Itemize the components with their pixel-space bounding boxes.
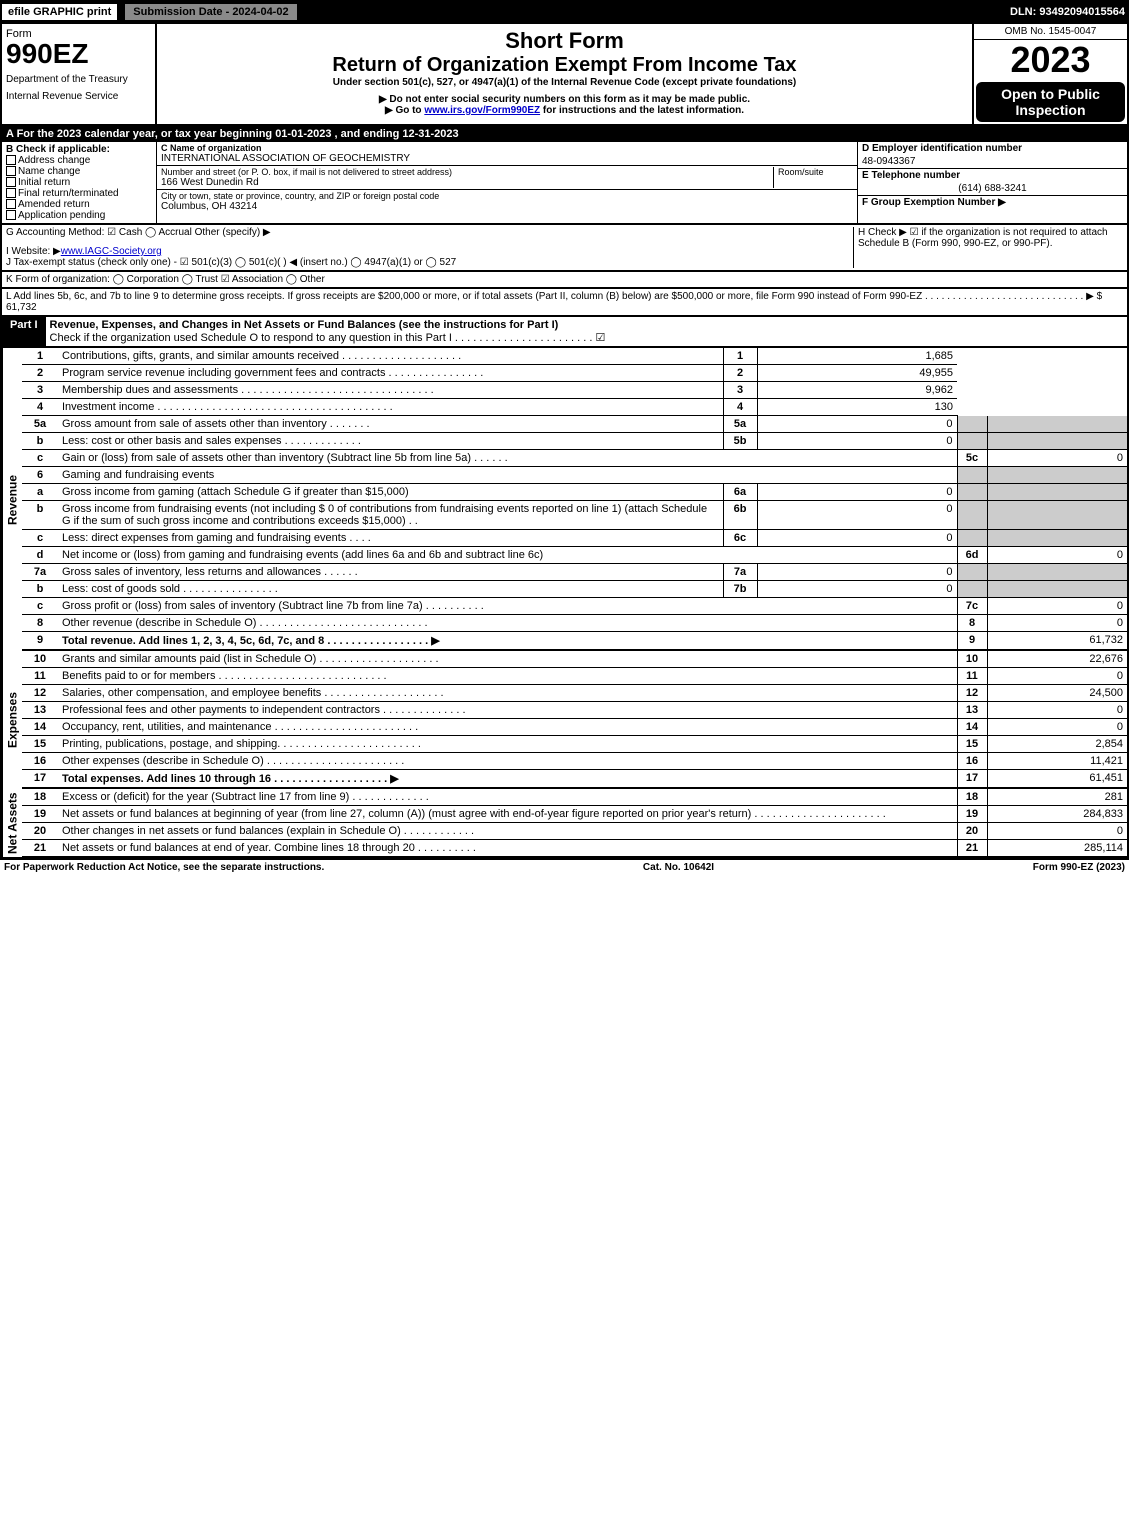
e-label: E Telephone number bbox=[858, 169, 1127, 182]
ein-phone-block: D Employer identification number 48-0943… bbox=[857, 142, 1127, 223]
line-15: 15Printing, publications, postage, and s… bbox=[22, 736, 1127, 753]
line-5c: cGain or (loss) from sale of assets othe… bbox=[22, 450, 1127, 467]
irs-link[interactable]: www.irs.gov/Form990EZ bbox=[424, 105, 540, 116]
expenses-tab: Expenses bbox=[2, 651, 22, 789]
line-16: 16Other expenses (describe in Schedule O… bbox=[22, 753, 1127, 770]
year-block: OMB No. 1545-0047 2023 Open to Public In… bbox=[972, 24, 1127, 124]
page-footer: For Paperwork Reduction Act Notice, see … bbox=[0, 859, 1129, 875]
net-assets-tab: Net Assets bbox=[2, 789, 22, 857]
ein: 48-0943367 bbox=[858, 155, 1127, 169]
part-i-tag: Part I bbox=[2, 317, 46, 346]
line-5b: bLess: cost or other basis and sales exp… bbox=[22, 433, 1127, 450]
return-title: Return of Organization Exempt From Incom… bbox=[163, 54, 966, 77]
line-6a: aGross income from gaming (attach Schedu… bbox=[22, 484, 1127, 501]
expenses-section: Expenses 10Grants and similar amounts pa… bbox=[0, 651, 1129, 789]
line-20: 20Other changes in net assets or fund ba… bbox=[22, 823, 1127, 840]
open-inspection: Open to Public Inspection bbox=[976, 82, 1125, 122]
short-form-title: Short Form bbox=[163, 28, 966, 54]
line-12: 12Salaries, other compensation, and empl… bbox=[22, 685, 1127, 702]
line-7a: 7aGross sales of inventory, less returns… bbox=[22, 564, 1127, 581]
top-bar: efile GRAPHIC print Submission Date - 20… bbox=[0, 0, 1129, 24]
line-19: 19Net assets or fund balances at beginni… bbox=[22, 806, 1127, 823]
line-8: 8Other revenue (describe in Schedule O) … bbox=[22, 615, 1127, 632]
irs: Internal Revenue Service bbox=[6, 91, 151, 102]
line-11: 11Benefits paid to or for members . . . … bbox=[22, 668, 1127, 685]
accounting-method: G Accounting Method: ☑ Cash ◯ Accrual Ot… bbox=[6, 227, 853, 238]
line-21: 21Net assets or fund balances at end of … bbox=[22, 840, 1127, 857]
form-number: 990EZ bbox=[6, 40, 151, 68]
omb-number: OMB No. 1545-0047 bbox=[974, 24, 1127, 40]
city-state-zip: Columbus, OH 43214 bbox=[161, 201, 853, 212]
submission-date: Submission Date - 2024-04-02 bbox=[123, 2, 298, 22]
row-k: K Form of organization: ◯ Corporation ◯ … bbox=[0, 272, 1129, 289]
line-17: 17Total expenses. Add lines 10 through 1… bbox=[22, 770, 1127, 789]
section-b-c-d-e-f: B Check if applicable: Address change Na… bbox=[0, 142, 1129, 225]
part-i-header: Part I Revenue, Expenses, and Changes in… bbox=[0, 317, 1129, 348]
line-18: 18Excess or (deficit) for the year (Subt… bbox=[22, 789, 1127, 806]
ssn-note: ▶ Do not enter social security numbers o… bbox=[163, 94, 966, 105]
opt-application-pending[interactable]: Application pending bbox=[6, 210, 152, 221]
f-label: F Group Exemption Number ▶ bbox=[858, 196, 1127, 209]
line-7c: cGross profit or (loss) from sales of in… bbox=[22, 598, 1127, 615]
room-suite: Room/suite bbox=[773, 167, 853, 188]
line-2: 2Program service revenue including gover… bbox=[22, 365, 1127, 382]
opt-name-change[interactable]: Name change bbox=[6, 166, 152, 177]
subtitle: Under section 501(c), 527, or 4947(a)(1)… bbox=[163, 77, 966, 88]
row-a-calendar: A For the 2023 calendar year, or tax yea… bbox=[0, 126, 1129, 142]
efile-print[interactable]: efile GRAPHIC print bbox=[0, 2, 119, 22]
line-5a: 5aGross amount from sale of assets other… bbox=[22, 416, 1127, 433]
b-label: B Check if applicable: bbox=[6, 144, 152, 155]
paperwork-notice: For Paperwork Reduction Act Notice, see … bbox=[4, 862, 324, 873]
line-1: 1Contributions, gifts, grants, and simil… bbox=[22, 348, 1127, 365]
part-i-title: Revenue, Expenses, and Changes in Net As… bbox=[46, 317, 610, 346]
line-9: 9Total revenue. Add lines 1, 2, 3, 4, 5c… bbox=[22, 632, 1127, 651]
website-link[interactable]: www.IAGC-Society.org bbox=[61, 246, 162, 257]
opt-address-change[interactable]: Address change bbox=[6, 155, 152, 166]
addr-label: Number and street (or P. O. box, if mail… bbox=[161, 167, 773, 177]
section-g-h-i-j: G Accounting Method: ☑ Cash ◯ Accrual Ot… bbox=[0, 225, 1129, 272]
goto-note: ▶ Go to www.irs.gov/Form990EZ for instru… bbox=[163, 105, 966, 116]
tax-year: 2023 bbox=[974, 40, 1127, 80]
cat-no: Cat. No. 10642I bbox=[324, 862, 1032, 873]
dept-treasury: Department of the Treasury bbox=[6, 74, 151, 85]
street-address: 166 West Dunedin Rd bbox=[161, 177, 773, 188]
form-ref: Form 990-EZ (2023) bbox=[1033, 862, 1125, 873]
line-14: 14Occupancy, rent, utilities, and mainte… bbox=[22, 719, 1127, 736]
website-line: I Website: ▶www.IAGC-Society.org bbox=[6, 246, 853, 257]
line-10: 10Grants and similar amounts paid (list … bbox=[22, 651, 1127, 668]
form-id-block: Form 990EZ Department of the Treasury In… bbox=[2, 24, 157, 124]
telephone: (614) 688-3241 bbox=[858, 182, 1127, 196]
schedule-b-check: H Check ▶ ☑ if the organization is not r… bbox=[853, 227, 1123, 268]
line-6d: dNet income or (loss) from gaming and fu… bbox=[22, 547, 1127, 564]
line-6: 6Gaming and fundraising events bbox=[22, 467, 1127, 484]
net-assets-section: Net Assets 18Excess or (deficit) for the… bbox=[0, 789, 1129, 859]
revenue-section: Revenue 1Contributions, gifts, grants, a… bbox=[0, 348, 1129, 651]
row-l: L Add lines 5b, 6c, and 7b to line 9 to … bbox=[0, 289, 1129, 317]
form-header: Form 990EZ Department of the Treasury In… bbox=[0, 24, 1129, 126]
line-6c: cLess: direct expenses from gaming and f… bbox=[22, 530, 1127, 547]
org-name: INTERNATIONAL ASSOCIATION OF GEOCHEMISTR… bbox=[161, 153, 853, 164]
form-title-block: Short Form Return of Organization Exempt… bbox=[157, 24, 972, 124]
revenue-tab: Revenue bbox=[2, 348, 22, 651]
d-label: D Employer identification number bbox=[858, 142, 1127, 155]
opt-initial-return[interactable]: Initial return bbox=[6, 177, 152, 188]
line-3: 3Membership dues and assessments . . . .… bbox=[22, 382, 1127, 399]
tax-exempt-status: J Tax-exempt status (check only one) - ☑… bbox=[6, 257, 853, 268]
opt-final-return[interactable]: Final return/terminated bbox=[6, 188, 152, 199]
c-label: C Name of organization bbox=[161, 143, 853, 153]
city-label: City or town, state or province, country… bbox=[161, 191, 853, 201]
line-6b: bGross income from fundraising events (n… bbox=[22, 501, 1127, 530]
org-name-address: C Name of organization INTERNATIONAL ASS… bbox=[157, 142, 857, 223]
check-if-applicable: B Check if applicable: Address change Na… bbox=[2, 142, 157, 223]
line-7b: bLess: cost of goods sold . . . . . . . … bbox=[22, 581, 1127, 598]
line-13: 13Professional fees and other payments t… bbox=[22, 702, 1127, 719]
opt-amended-return[interactable]: Amended return bbox=[6, 199, 152, 210]
line-4: 4Investment income . . . . . . . . . . .… bbox=[22, 399, 1127, 416]
dln: DLN: 93492094015564 bbox=[1010, 6, 1129, 18]
